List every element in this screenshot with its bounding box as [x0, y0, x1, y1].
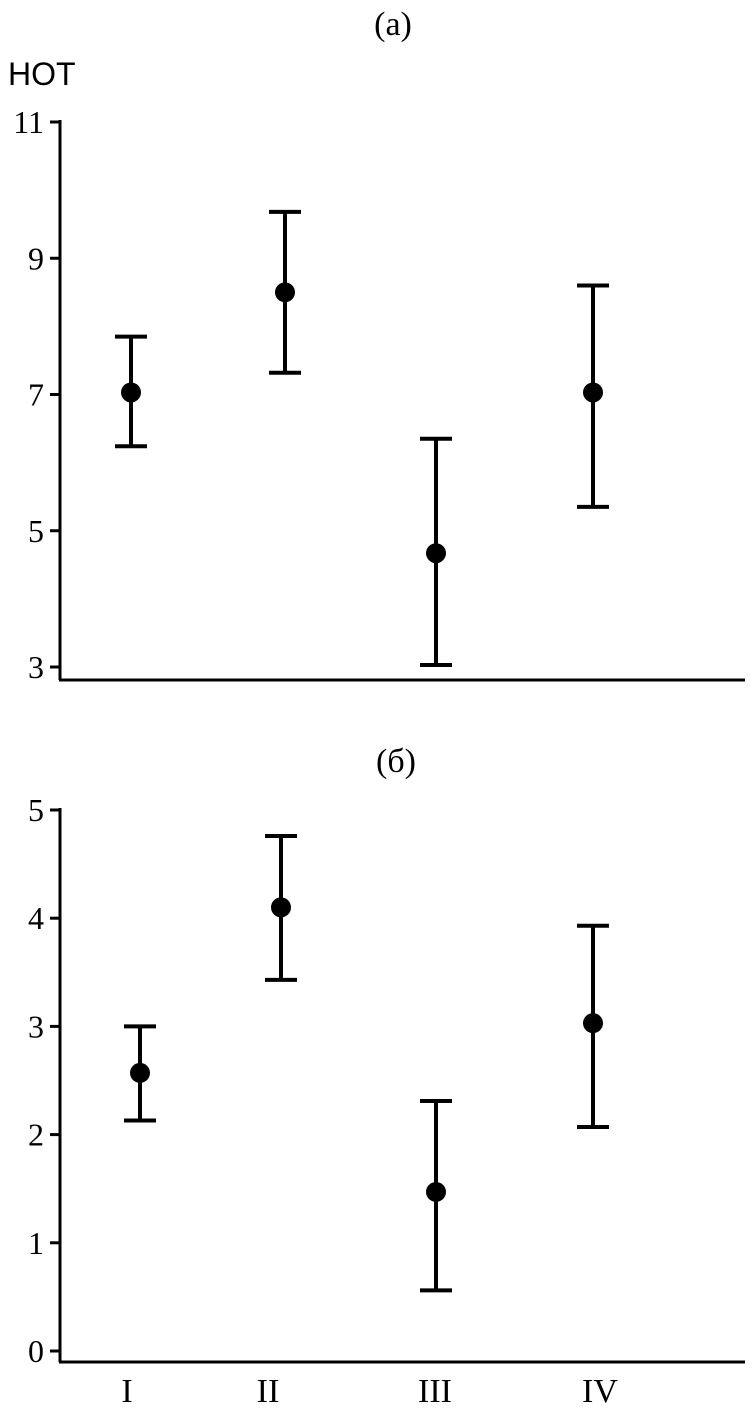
x-tick-label: III: [418, 1373, 452, 1410]
y-tick-label: 0: [28, 1333, 44, 1369]
y-tick-label: 2: [28, 1117, 44, 1153]
y-axis-label: НОТ: [8, 56, 76, 92]
data-point-I: [121, 382, 141, 403]
data-point-III: [426, 543, 446, 564]
x-tick-label: IV: [582, 1373, 618, 1410]
y-tick-label: 11: [13, 104, 44, 140]
y-tick-label: 1: [28, 1225, 44, 1261]
chart-title: (a): [374, 6, 412, 43]
data-point-IV: [583, 1013, 603, 1034]
data-point-III: [426, 1181, 446, 1202]
y-tick-label: 3: [28, 649, 44, 685]
y-tick-label: 4: [28, 900, 44, 936]
data-point-II: [271, 897, 291, 918]
y-tick-label: 7: [28, 377, 44, 413]
chart-title: (б): [376, 743, 416, 780]
y-tick-label: 3: [28, 1008, 44, 1044]
data-point-II: [275, 282, 295, 303]
x-tick-label: I: [121, 1373, 132, 1410]
y-tick-label: 5: [28, 513, 44, 549]
x-tick-label: II: [257, 1373, 280, 1410]
y-tick-label: 9: [28, 240, 44, 276]
data-point-I: [130, 1062, 150, 1083]
y-tick-label: 5: [28, 792, 44, 828]
data-point-IV: [583, 382, 603, 403]
